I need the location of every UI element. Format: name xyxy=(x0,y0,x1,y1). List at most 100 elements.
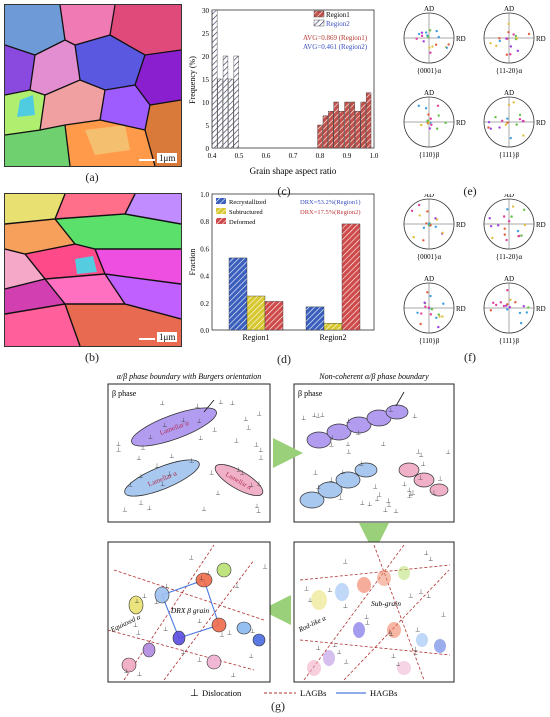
dislocation-symbol: ⊥ xyxy=(431,489,436,496)
pole-point xyxy=(509,298,512,301)
pole-point xyxy=(420,34,424,38)
bar-region2 xyxy=(217,78,223,149)
x-tick-label: 0.4 xyxy=(208,152,217,160)
beta-phase-label-1: β phase xyxy=(112,389,137,398)
pole-point xyxy=(420,31,424,34)
dislocation-symbol: ⊥ xyxy=(337,649,342,656)
rd-label: RD xyxy=(456,35,466,43)
dislocation-symbol: ⊥ xyxy=(236,466,241,473)
pole-point xyxy=(491,236,494,240)
pole-point xyxy=(516,49,519,53)
pole-point xyxy=(510,215,513,218)
y-tick-label: 0.6 xyxy=(200,245,209,253)
dislocation-symbol: ⊥ xyxy=(413,646,418,653)
dislocation-symbol: ⊥ xyxy=(407,492,412,499)
pole-point xyxy=(441,315,444,318)
pole-point xyxy=(503,233,506,236)
pole-point xyxy=(522,119,525,123)
scale-label: 1μm xyxy=(138,153,178,163)
pole-point xyxy=(437,325,440,329)
bar-region1 xyxy=(360,101,366,149)
y-tick-label: 0.4 xyxy=(200,273,209,281)
dislocation-symbol: ⊥ xyxy=(181,417,186,424)
schematic-panel-4 xyxy=(293,541,455,683)
pole-point xyxy=(489,127,492,130)
equiaxed-alpha xyxy=(142,642,156,658)
pole-point xyxy=(417,32,421,36)
pole-point xyxy=(503,227,506,230)
pole-figure-label: {11-20}α xyxy=(496,67,523,75)
pole-point xyxy=(427,113,430,116)
pole-point xyxy=(488,217,491,220)
dislocation-symbol: ⊥ xyxy=(137,671,142,678)
dislocation-symbol: ⊥ xyxy=(256,480,261,487)
y-tick-label: 1.0 xyxy=(200,191,209,199)
pole-point xyxy=(500,119,504,123)
pole-point xyxy=(494,303,498,307)
dislocation-symbol: ⊥ xyxy=(418,588,423,595)
dislocation-symbol: ⊥ xyxy=(338,494,343,501)
pole-point xyxy=(497,224,500,227)
pole-figures-e: AD RD {0001}α AD RD {11-20}α AD RD {110}β AD RD {11… xyxy=(403,5,546,159)
lamellar-alpha-2 xyxy=(124,459,200,497)
pole-point xyxy=(506,121,509,124)
pole-point xyxy=(514,301,517,304)
pole-point xyxy=(429,313,433,316)
scale-label: 1μm xyxy=(138,332,178,342)
equiaxed-alpha xyxy=(121,657,137,673)
pole-point xyxy=(410,209,414,213)
drx-region1: DRX=53.2%(Region1) xyxy=(300,199,361,206)
equiaxed-alpha xyxy=(252,633,266,647)
pole-point xyxy=(424,31,428,34)
legend-lagb: LAGBs xyxy=(300,688,326,698)
pole-point xyxy=(418,214,421,217)
equiaxed-alpha xyxy=(172,630,186,646)
pole-point xyxy=(522,134,525,137)
bar-region1 xyxy=(344,101,350,149)
dislocation-symbol: ⊥ xyxy=(381,441,386,448)
dislocation-symbol: ⊥ xyxy=(386,497,391,504)
dislocation-symbol: ⊥ xyxy=(388,407,393,414)
legend-swatch-region2 xyxy=(313,19,325,27)
rd-label: RD xyxy=(456,305,466,313)
dislocation-symbol: ⊥ xyxy=(410,490,415,497)
dislocation-symbol: ⊥ xyxy=(329,441,334,448)
legend-region1: Region1 xyxy=(326,11,350,19)
dislocation-symbol: ⊥ xyxy=(388,631,393,638)
pole-point xyxy=(429,294,432,298)
dislocation-symbol: ⊥ xyxy=(142,593,147,600)
bar-region1 xyxy=(322,115,329,149)
dislocation-symbol: ⊥ xyxy=(169,453,174,460)
ebsd-map-b: 1μm xyxy=(4,193,182,347)
dislocation-symbol: ⊥ xyxy=(343,558,348,565)
dislocation-symbol: ⊥ xyxy=(408,593,413,600)
avg-region1: AVG=0.869 (Region1) xyxy=(303,34,368,42)
pole-point xyxy=(505,308,509,311)
pole-point xyxy=(525,311,528,314)
pole-point xyxy=(422,239,425,242)
ad-label: AD xyxy=(424,194,434,199)
rd-label: RD xyxy=(456,119,466,127)
dislocation-symbol: ⊥ xyxy=(359,461,364,468)
pole-point xyxy=(424,305,427,308)
x-tick-label: 1.0 xyxy=(370,152,379,160)
pole-point xyxy=(429,51,432,54)
pole-point xyxy=(417,104,420,108)
dislocation-symbol: ⊥ xyxy=(438,476,443,483)
dislocation-symbol: ⊥ xyxy=(234,437,239,444)
caption-e: (e) xyxy=(463,184,477,198)
pole-point xyxy=(522,304,525,308)
pole-point xyxy=(512,33,515,36)
legend-region2: Region2 xyxy=(326,20,350,28)
dislocation-symbol: ⊥ xyxy=(189,554,194,561)
pole-point xyxy=(434,43,438,46)
dislocation-symbol: ⊥ xyxy=(243,416,248,423)
pole-point xyxy=(423,301,426,304)
sub-grain-label: Sub-grain xyxy=(371,599,401,608)
legend-hagb: HAGBs xyxy=(370,688,397,698)
dislocation-symbol: ⊥ xyxy=(154,462,159,469)
y-tick-label: 25 xyxy=(202,30,210,38)
sub-grain-alpha xyxy=(377,570,391,586)
dislocation-symbol: ⊥ xyxy=(136,629,141,636)
dislocation-symbol: ⊥ xyxy=(163,626,168,633)
